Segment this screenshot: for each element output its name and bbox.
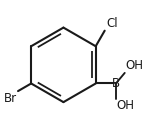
Text: OH: OH bbox=[116, 99, 135, 112]
Text: OH: OH bbox=[125, 59, 143, 72]
Text: Cl: Cl bbox=[106, 17, 118, 30]
Text: Br: Br bbox=[4, 92, 17, 105]
Text: B: B bbox=[112, 77, 120, 90]
